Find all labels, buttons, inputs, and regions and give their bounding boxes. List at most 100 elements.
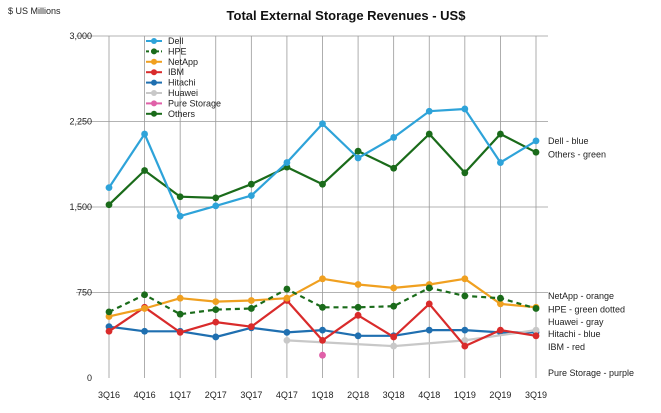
legend-item-others: Others xyxy=(146,109,196,119)
data-point-dell xyxy=(283,159,291,166)
x-tick-label: 1Q19 xyxy=(454,390,476,400)
data-point-ibm xyxy=(532,332,540,340)
x-axis-ticks: 3Q16 4Q16 1Q17 2Q17 3Q17 4Q17 1Q18 2Q18 3Q18 4Q18… xyxy=(98,390,547,400)
data-point-hpe xyxy=(283,285,291,293)
x-tick-label: 4Q17 xyxy=(276,390,298,400)
series-dell xyxy=(105,105,540,220)
data-point-hitachi xyxy=(319,326,326,334)
annotations: Dell - blue Others - green NetApp - orange… xyxy=(548,136,634,378)
legend-item-hitachi: Hitachi xyxy=(146,78,196,88)
data-point-netapp xyxy=(354,281,362,288)
data-point-ibm xyxy=(354,311,362,319)
data-point-hitachi xyxy=(354,332,362,340)
x-tick-label: 1Q17 xyxy=(169,390,191,400)
data-point-others xyxy=(532,148,540,156)
legend-item-pure-storage: Pure Storage xyxy=(146,98,221,108)
data-point-hitachi xyxy=(141,327,148,335)
data-point-dell xyxy=(212,202,220,210)
legend-label: Others xyxy=(168,109,196,119)
legend-swatch-marker xyxy=(151,90,157,96)
legend-swatch-marker xyxy=(151,48,157,55)
data-point-others xyxy=(497,130,504,138)
data-point-hitachi xyxy=(461,326,469,334)
x-tick-label: 3Q17 xyxy=(240,390,262,400)
x-tick-label: 3Q16 xyxy=(98,390,120,400)
legend-swatch-marker xyxy=(151,58,157,65)
data-point-pure-storage xyxy=(319,351,326,359)
data-point-ibm xyxy=(319,336,326,344)
data-point-others xyxy=(390,164,398,172)
data-point-dell xyxy=(532,137,540,145)
data-point-huawei xyxy=(461,336,469,344)
data-point-dell xyxy=(247,192,255,200)
data-point-hpe xyxy=(105,308,113,316)
annotation-label: Others - green xyxy=(548,150,606,160)
data-point-dell xyxy=(461,105,469,113)
legend-swatch-marker xyxy=(151,110,157,117)
data-point-netapp xyxy=(176,294,184,302)
legend-swatch-marker xyxy=(151,38,157,44)
series-huawei xyxy=(283,326,540,350)
data-point-hpe xyxy=(141,291,148,299)
gridlines xyxy=(76,35,548,378)
legend-item-ibm: IBM xyxy=(146,67,184,77)
data-point-huawei xyxy=(390,342,398,350)
series-pure-storage xyxy=(319,351,326,359)
data-point-ibm xyxy=(105,327,113,335)
series-line-huawei xyxy=(286,329,537,348)
y-axis-ticks: 0 750 1,500 2,250 3,000 xyxy=(69,31,92,383)
data-point-dell xyxy=(390,134,398,141)
legend-item-hpe: HPE xyxy=(146,46,187,56)
data-point-dell xyxy=(425,107,433,115)
data-point-others xyxy=(212,194,220,202)
data-point-others xyxy=(247,180,255,188)
data-point-hpe xyxy=(319,303,326,311)
x-tick-label: 1Q18 xyxy=(311,390,333,400)
annotation-label: HPE - green dotted xyxy=(548,305,625,315)
legend-label: Pure Storage xyxy=(168,98,221,108)
data-point-huawei xyxy=(283,336,291,344)
data-point-netapp xyxy=(141,305,148,312)
x-tick-label: 2Q17 xyxy=(205,390,227,400)
y-tick-label: 3,000 xyxy=(69,31,92,41)
data-point-hpe xyxy=(390,302,398,310)
data-point-hitachi xyxy=(283,329,291,336)
data-point-hpe xyxy=(461,292,469,300)
data-point-hitachi xyxy=(212,333,220,341)
data-point-hpe xyxy=(425,284,433,292)
data-point-hpe xyxy=(176,310,184,318)
data-point-ibm xyxy=(461,342,469,350)
data-point-dell xyxy=(141,130,148,138)
data-point-others xyxy=(141,167,148,174)
legend-swatch-marker xyxy=(151,79,157,86)
series-hpe xyxy=(105,284,540,318)
data-point-others xyxy=(425,130,433,138)
legend-item-netapp: NetApp xyxy=(146,57,198,67)
y-tick-label: 2,250 xyxy=(69,117,92,127)
annotation-label: Pure Storage - purple xyxy=(548,368,634,378)
legend-label: HPE xyxy=(168,46,187,56)
data-point-ibm xyxy=(176,329,184,336)
data-point-hitachi xyxy=(425,326,433,334)
data-point-netapp xyxy=(497,300,504,308)
data-point-dell xyxy=(319,120,326,128)
x-tick-label: 2Q18 xyxy=(347,390,369,400)
data-point-dell xyxy=(176,212,184,220)
x-tick-label: 2Q19 xyxy=(489,390,511,400)
data-point-dell xyxy=(105,184,113,192)
chart-title: Total External Storage Revenues - US$ xyxy=(227,8,467,23)
annotation-label: Dell - blue xyxy=(548,136,589,146)
legend-swatch-marker xyxy=(151,100,157,107)
data-point-netapp xyxy=(390,284,398,292)
data-point-ibm xyxy=(247,323,255,331)
legend-item-huawei: Huawei xyxy=(146,88,198,98)
annotation-label: Hitachi - blue xyxy=(548,329,601,339)
legend-label: NetApp xyxy=(168,57,198,67)
series-others xyxy=(105,130,540,209)
legend-label: Dell xyxy=(168,36,184,46)
y-tick-label: 0 xyxy=(87,373,92,383)
y-tick-label: 750 xyxy=(77,288,92,298)
annotation-label: Huawei - gray xyxy=(548,317,604,327)
